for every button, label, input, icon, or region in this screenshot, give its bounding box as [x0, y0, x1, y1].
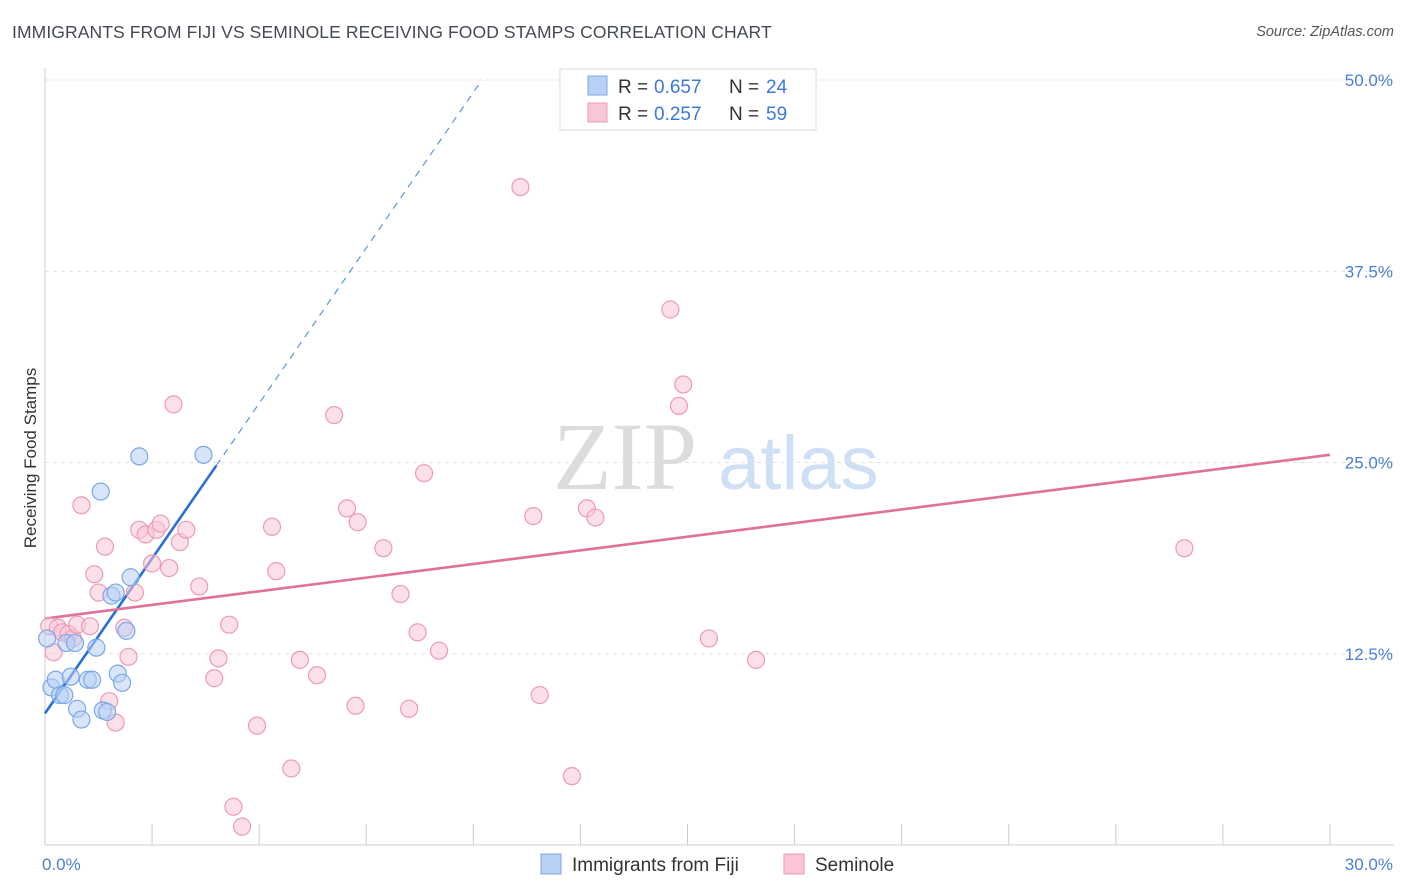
point-seminole-59: [1175, 539, 1194, 558]
legend-n-label-fiji: N =: [729, 77, 759, 98]
top-legend: R = 0.657 N = 24 R = 0.257 N = 59: [559, 68, 817, 131]
point-seminole-35: [282, 759, 301, 778]
trend-line-1: [44, 453, 1331, 620]
watermark-atlas: atlas: [718, 421, 879, 506]
bottom-legend-label-seminole: Seminole: [815, 855, 894, 876]
point-seminole-38: [325, 405, 344, 425]
point-seminole-46: [414, 464, 434, 483]
axes: [44, 68, 1394, 846]
legend-n-value-fiji: 24: [766, 77, 788, 98]
trend-lines: [43, 79, 1331, 715]
point-seminole-42: [374, 539, 393, 558]
tick-labels: 12.5% 25.0% 37.5% 50.0% 0.0% 30.0%: [42, 71, 1393, 874]
point-seminole-28: [209, 649, 228, 668]
watermark-zip: ZIP: [553, 403, 697, 510]
chart-title: IMMIGRANTS FROM FIJI VS SEMINOLE RECEIVI…: [12, 22, 772, 42]
point-seminole-32: [247, 716, 267, 735]
legend-n-value-seminole: 59: [766, 104, 787, 125]
point-fiji-17: [106, 583, 125, 602]
point-fiji-20: [117, 621, 136, 640]
point-seminole-11: [95, 537, 115, 556]
point-fiji-19: [112, 673, 132, 692]
point-fiji-12: [87, 638, 106, 657]
point-seminole-22: [160, 558, 179, 578]
y-tick-label-3: 50.0%: [1345, 71, 1393, 90]
point-seminole-48: [524, 506, 543, 526]
legend-r-value-seminole: 0.257: [654, 104, 702, 125]
point-seminole-34: [267, 562, 286, 581]
point-seminole-44: [399, 699, 419, 718]
point-seminole-36: [290, 650, 309, 669]
point-fiji-7: [65, 633, 85, 653]
legend-r-label-fiji: R =: [618, 77, 648, 98]
point-fiji-11: [83, 670, 102, 689]
point-seminole-8: [80, 617, 100, 636]
point-seminole-49: [511, 178, 530, 197]
point-seminole-21: [151, 514, 170, 533]
point-seminole-56: [674, 375, 693, 394]
point-seminole-31: [224, 797, 243, 816]
point-fiji-21: [121, 568, 140, 587]
grid-lines: [45, 79, 1394, 655]
point-fiji-0: [38, 629, 57, 648]
point-seminole-37: [307, 666, 327, 685]
point-seminole-30: [232, 817, 252, 836]
bottom-legend-swatch-seminole: [783, 853, 805, 875]
y-tick-label-0: 12.5%: [1345, 645, 1393, 664]
point-fiji-4: [55, 685, 74, 705]
point-seminole-29: [220, 615, 239, 634]
point-seminole-53: [586, 508, 605, 527]
bottom-legend: Immigrants from Fiji Seminole: [540, 853, 894, 876]
point-fiji-2: [46, 670, 65, 689]
point-seminole-16: [125, 583, 145, 602]
point-seminole-55: [669, 396, 689, 415]
point-seminole-7: [72, 496, 91, 515]
point-seminole-57: [699, 629, 719, 648]
chart-source: Source: ZipAtlas.com: [1256, 24, 1394, 40]
legend-swatch-seminole: [587, 102, 608, 123]
point-fiji-9: [72, 710, 91, 729]
point-seminole-43: [391, 584, 410, 604]
legend-r-value-fiji: 0.657: [654, 77, 702, 98]
x-tick-label-max: 30.0%: [1345, 855, 1393, 874]
point-fiji-6: [61, 667, 80, 686]
x-tick-label-min: 0.0%: [42, 855, 81, 874]
bottom-legend-swatch-fiji: [540, 853, 562, 875]
point-seminole-23: [164, 395, 183, 414]
point-seminole-27: [205, 669, 224, 688]
point-seminole-19: [142, 554, 162, 573]
trend-line-extension-0: [215, 79, 483, 466]
point-seminole-54: [661, 300, 680, 319]
point-seminole-25: [177, 520, 196, 539]
point-seminole-51: [562, 767, 581, 786]
point-seminole-33: [262, 517, 282, 536]
point-seminole-39: [337, 499, 357, 518]
legend-n-label-seminole: N =: [729, 104, 759, 125]
data-points: [38, 178, 1194, 836]
legend-r-label-seminole: R =: [618, 104, 648, 125]
y-tick-label-2: 37.5%: [1345, 262, 1393, 281]
legend-swatch-fiji: [587, 75, 608, 96]
watermark: ZIP atlas: [553, 403, 879, 510]
point-seminole-26: [190, 577, 209, 596]
point-seminole-45: [408, 623, 427, 642]
point-seminole-58: [746, 650, 766, 669]
bottom-legend-label-fiji: Immigrants from Fiji: [572, 855, 739, 876]
point-fiji-22: [130, 447, 149, 466]
point-seminole-40: [346, 696, 365, 715]
point-fiji-15: [98, 702, 117, 721]
point-fiji-23: [194, 445, 213, 464]
point-seminole-15: [119, 647, 138, 666]
point-seminole-50: [530, 685, 549, 705]
y-axis-label: Receiving Food Stamps: [21, 368, 40, 548]
point-seminole-9: [85, 565, 104, 584]
y-tick-label-1: 25.0%: [1345, 454, 1393, 473]
point-seminole-41: [348, 513, 367, 532]
point-fiji-13: [91, 482, 110, 501]
point-seminole-47: [429, 641, 449, 660]
